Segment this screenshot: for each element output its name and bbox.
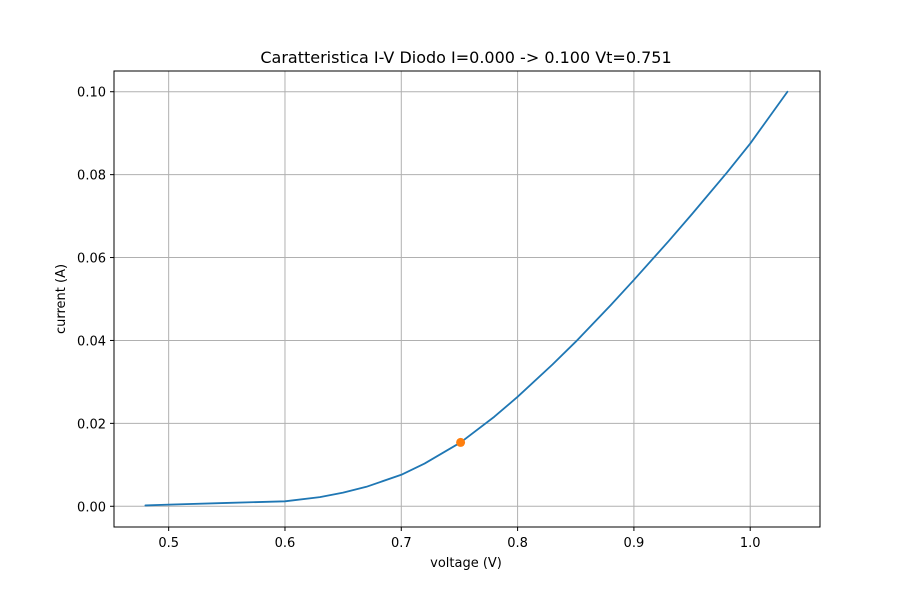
threshold-point: [456, 437, 466, 447]
iv-curve-line: [144, 90, 789, 507]
y-tick-label: 0.06: [77, 252, 106, 267]
y-tick-label: 0.02: [77, 417, 106, 432]
tick-layer: 0.5 0.6 0.7 0.8 0.9 1.0 0.00 0.02 0.04 0.06 0.08 0.…: [77, 86, 761, 551]
y-tick-label: 0.10: [77, 86, 106, 101]
x-tick-label: 0.7: [391, 536, 412, 551]
y-tick-label: 0.08: [77, 169, 106, 184]
grid-layer: [114, 71, 820, 527]
x-tick-label: 0.6: [275, 536, 296, 551]
chart-title: Caratteristica I-V Diodo I=0.000 -> 0.10…: [260, 48, 671, 67]
y-axis-label: current (A): [54, 264, 69, 334]
y-tick-label: 0.04: [77, 334, 106, 349]
plot-frame: [113, 70, 821, 528]
x-axis-label: voltage (V): [430, 556, 502, 571]
x-tick-label: 0.8: [507, 536, 528, 551]
y-tick-label: 0.00: [77, 500, 106, 515]
x-tick-label: 1.0: [740, 536, 761, 551]
series-layer: [144, 90, 789, 507]
x-tick-label: 0.5: [158, 536, 179, 551]
x-tick-label: 0.9: [624, 536, 645, 551]
